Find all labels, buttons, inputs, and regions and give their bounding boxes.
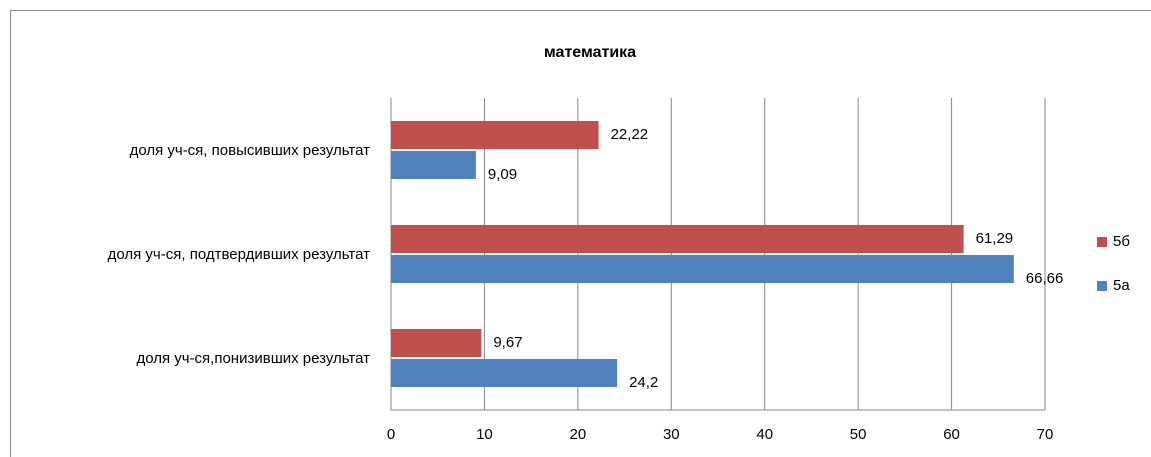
bar <box>391 121 599 149</box>
bar <box>391 151 476 179</box>
legend-label: 5б <box>1113 233 1130 250</box>
data-label: 24,2 <box>629 374 658 391</box>
chart-title: математика <box>544 44 636 61</box>
x-tick-label: 60 <box>943 426 960 443</box>
legend-label: 5а <box>1113 277 1130 294</box>
x-tick-label: 20 <box>570 426 587 443</box>
legend-swatch <box>1097 237 1107 247</box>
data-label: 9,09 <box>488 166 517 183</box>
x-tick-label: 10 <box>476 426 493 443</box>
x-tick-label: 0 <box>387 426 395 443</box>
bar <box>391 359 618 387</box>
bar <box>391 255 1014 283</box>
y-tick-label: доля уч-ся,понизивших результат <box>136 350 370 367</box>
x-tick-label: 70 <box>1037 426 1054 443</box>
data-label: 22,22 <box>611 126 649 143</box>
frame <box>10 10 1151 457</box>
y-tick-label: доля уч-ся, подтвердивших результат <box>108 246 370 263</box>
data-label: 61,29 <box>976 230 1014 247</box>
data-label: 66,66 <box>1026 270 1064 287</box>
x-tick-label: 50 <box>850 426 867 443</box>
x-tick-label: 30 <box>663 426 680 443</box>
data-label: 9,67 <box>493 334 522 351</box>
x-tick-label: 40 <box>756 426 773 443</box>
bar <box>391 329 482 357</box>
bar <box>391 225 964 253</box>
y-tick-label: доля уч-ся, повысивших результат <box>130 142 371 159</box>
legend-swatch <box>1097 281 1107 291</box>
